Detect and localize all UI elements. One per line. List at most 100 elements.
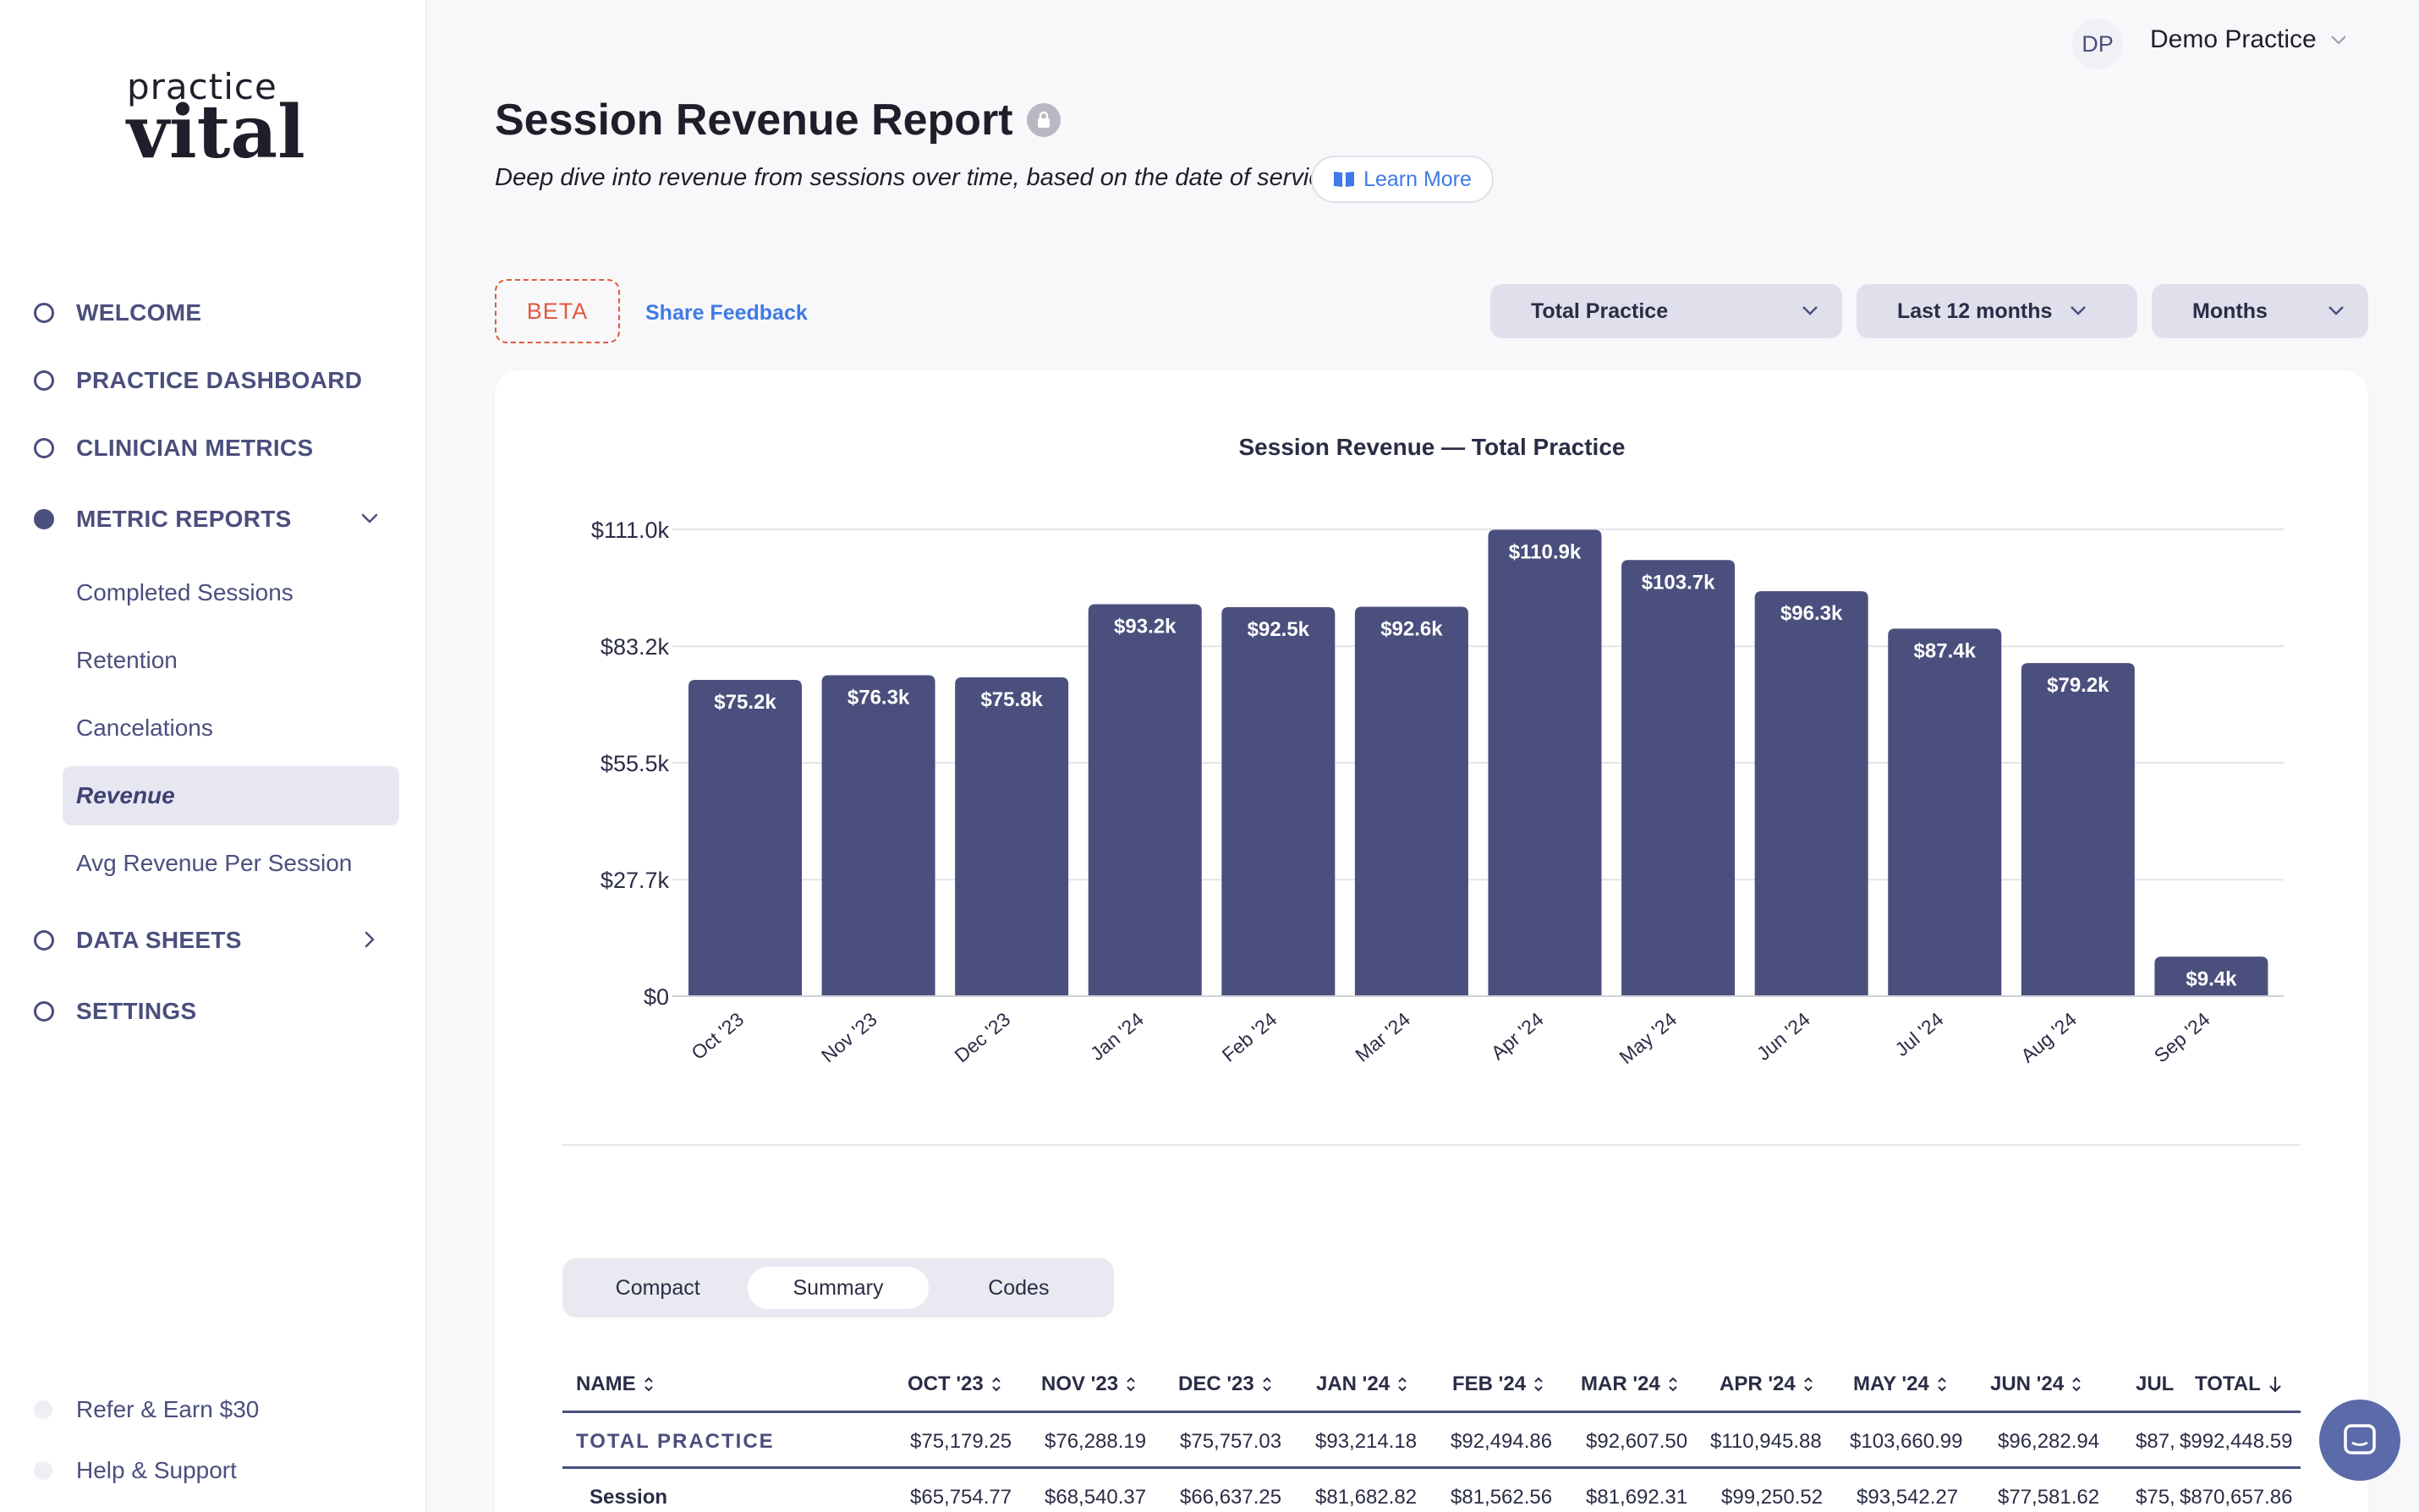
bar[interactable] xyxy=(1754,591,1868,996)
toggle-compact[interactable]: Compact xyxy=(615,1275,700,1300)
row-name: TOTAL PRACTICE xyxy=(576,1430,775,1453)
toggle-summary[interactable]: Summary xyxy=(748,1267,929,1309)
column-header-label: MAY '24 xyxy=(1853,1372,1929,1395)
scope-select[interactable]: Total Practice xyxy=(1490,284,1842,338)
sidebar-item-label: PRACTICE DASHBOARD xyxy=(76,367,363,393)
table-cell: $96,282.94 xyxy=(1998,1430,2100,1453)
filled-circle-icon xyxy=(34,509,54,529)
practice-vital-logo[interactable]: practice vital xyxy=(127,66,305,175)
page-title: Session Revenue Report xyxy=(495,95,1061,145)
share-feedback-link[interactable]: Share Feedback xyxy=(645,301,808,325)
x-tick-label: Apr '24 xyxy=(1487,1008,1548,1064)
bar[interactable] xyxy=(1354,606,1468,996)
sidebar-subitem-avg-revenue-per-session[interactable]: Avg Revenue Per Session xyxy=(63,834,399,893)
sort-icon xyxy=(1534,1377,1543,1392)
sidebar-item-settings[interactable]: SETTINGS xyxy=(34,986,389,1037)
table-row-session[interactable]: Session $65,754.77 $68,540.37 $66,637.25… xyxy=(562,1469,2301,1512)
column-header-dec-23[interactable]: DEC '23 xyxy=(1178,1372,1273,1396)
sidebar-item-label: DATA SHEETS xyxy=(76,927,242,953)
sidebar-subitem-label: Completed Sessions xyxy=(76,579,293,605)
sidebar-subitem-revenue[interactable]: Revenue xyxy=(63,766,399,825)
column-header-nov-23[interactable]: NOV '23 xyxy=(1041,1372,1137,1396)
bar[interactable] xyxy=(2154,956,2268,996)
sidebar-subitem-retention[interactable]: Retention xyxy=(63,631,399,690)
toggle-codes[interactable]: Codes xyxy=(988,1275,1050,1300)
logo-top-text: practice xyxy=(127,66,277,107)
table-cell: $92,607.50 xyxy=(1586,1430,1688,1453)
bar-data-label: $9.4k xyxy=(2186,967,2237,990)
avatar[interactable]: DP xyxy=(2072,19,2123,69)
sort-icon xyxy=(2072,1377,2081,1392)
bar-data-label: $75.2k xyxy=(714,691,776,714)
sidebar-item-metric-reports[interactable]: METRIC REPORTS xyxy=(34,494,389,545)
sidebar-subitem-label: Retention xyxy=(76,647,178,673)
account-menu[interactable]: Demo Practice xyxy=(2150,25,2347,54)
sidebar-subitem-cancelations[interactable]: Cancelations xyxy=(63,698,399,758)
bar[interactable] xyxy=(1221,607,1336,996)
bar[interactable] xyxy=(955,677,1069,996)
range-select[interactable]: Last 12 months xyxy=(1857,284,2137,338)
beta-badge: BETA xyxy=(495,279,620,343)
logo-main-text: vital xyxy=(127,90,305,175)
sort-icon xyxy=(992,1377,1001,1392)
sort-icon xyxy=(1263,1377,1271,1392)
chat-launcher-button[interactable] xyxy=(2319,1400,2400,1481)
bar[interactable] xyxy=(688,680,802,996)
column-header-name[interactable]: NAME xyxy=(576,1372,655,1396)
bar-data-label: $75.8k xyxy=(980,688,1043,711)
table-cell-total: $870,657.86 xyxy=(2180,1486,2293,1509)
refer-and-earn-link[interactable]: Refer & Earn $30 xyxy=(34,1389,259,1431)
sidebar-subitem-completed-sessions[interactable]: Completed Sessions xyxy=(63,563,399,622)
granularity-select[interactable]: Months xyxy=(2152,284,2368,338)
column-header-apr-24[interactable]: APR '24 xyxy=(1720,1372,1814,1396)
x-tick-label: Jun '24 xyxy=(1753,1008,1814,1065)
page-title-text: Session Revenue Report xyxy=(495,96,1013,145)
sidebar-item-clinician-metrics[interactable]: CLINICIAN METRICS xyxy=(34,423,389,474)
bar[interactable] xyxy=(1888,628,2002,996)
column-header-total[interactable]: TOTAL xyxy=(2195,1372,2283,1396)
view-toggle: Compact Summary Codes xyxy=(562,1258,1114,1318)
x-tick-label: Feb '24 xyxy=(1218,1008,1281,1066)
column-header-label: JAN '24 xyxy=(1316,1372,1391,1395)
circle-icon xyxy=(34,303,54,323)
column-header-mar-24[interactable]: MAR '24 xyxy=(1581,1372,1679,1396)
chevron-down-icon xyxy=(2328,306,2344,315)
bar[interactable] xyxy=(1488,529,1602,996)
table-cell: $81,562.56 xyxy=(1451,1486,1553,1509)
bar[interactable] xyxy=(1088,604,1202,996)
report-card: Session Revenue — Total Practice $0 $27.7… xyxy=(495,370,2368,1512)
column-header-label: NOV '23 xyxy=(1041,1372,1119,1395)
bar-data-label: $96.3k xyxy=(1780,602,1843,625)
column-header-feb-24[interactable]: FEB '24 xyxy=(1452,1372,1544,1396)
sidebar-subitem-label: Revenue xyxy=(76,782,175,808)
sidebar-item-practice-dashboard[interactable]: PRACTICE DASHBOARD xyxy=(34,355,389,406)
refer-and-earn-label: Refer & Earn $30 xyxy=(76,1396,260,1422)
sidebar-subitem-label: Avg Revenue Per Session xyxy=(76,850,353,876)
bar[interactable] xyxy=(821,675,935,996)
bar[interactable] xyxy=(2021,663,2135,996)
table-row-total-practice[interactable]: TOTAL PRACTICE $75,179.25 $76,288.19 $75… xyxy=(562,1413,2301,1469)
column-header-may-24[interactable]: MAY '24 xyxy=(1853,1372,1948,1396)
column-header-oct-23[interactable]: OCT '23 xyxy=(908,1372,1002,1396)
sidebar-item-label: METRIC REPORTS xyxy=(76,506,292,532)
arrow-down-icon xyxy=(2268,1377,2281,1393)
column-header-jul-24[interactable]: JUL xyxy=(2136,1372,2174,1396)
table-cell: $93,542.27 xyxy=(1857,1486,1959,1509)
circle-icon xyxy=(34,438,54,458)
column-header-jan-24[interactable]: JAN '24 xyxy=(1316,1372,1408,1396)
sidebar-item-data-sheets[interactable]: DATA SHEETS xyxy=(34,915,389,966)
sidebar-item-label: WELCOME xyxy=(76,299,202,326)
y-tick-label: $55.5k xyxy=(601,751,670,776)
table-cell: $76,288.19 xyxy=(1045,1430,1147,1453)
sidebar-item-welcome[interactable]: WELCOME xyxy=(34,288,389,338)
bar[interactable] xyxy=(1621,560,1736,996)
sort-icon xyxy=(1398,1377,1407,1392)
y-tick-label: $83.2k xyxy=(601,634,670,660)
learn-more-button[interactable]: Learn More xyxy=(1311,156,1494,203)
dot-icon xyxy=(34,1461,52,1480)
learn-more-label: Learn More xyxy=(1363,167,1472,191)
column-header-jun-24[interactable]: JUN '24 xyxy=(1990,1372,2082,1396)
help-and-support-link[interactable]: Help & Support xyxy=(34,1449,237,1492)
table-cell: $77,581.62 xyxy=(1998,1486,2100,1509)
table-cell: $99,250.52 xyxy=(1721,1486,1824,1509)
